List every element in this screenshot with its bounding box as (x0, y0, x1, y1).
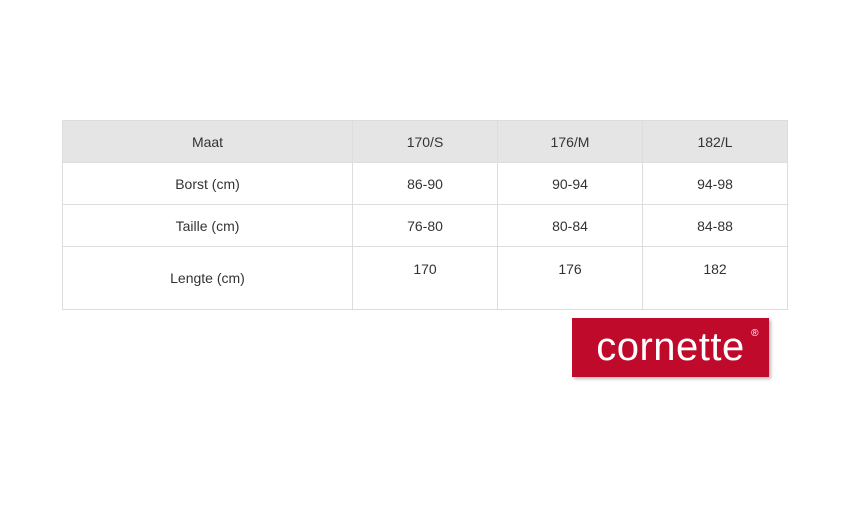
table-cell: 170 (352, 246, 498, 310)
table-cell: 94-98 (642, 162, 788, 205)
table-row: Taille (cm) 76-80 80-84 84-88 (62, 204, 788, 247)
table-cell: 86-90 (352, 162, 498, 205)
header-cell: 182/L (642, 120, 788, 163)
row-label: Taille (cm) (62, 204, 353, 247)
size-table: Maat 170/S 176/M 182/L Borst (cm) 86-90 … (62, 120, 788, 310)
registered-mark: ® (751, 328, 759, 339)
table-cell: 84-88 (642, 204, 788, 247)
header-cell: 170/S (352, 120, 498, 163)
table-cell: 176 (497, 246, 643, 310)
table-header-row: Maat 170/S 176/M 182/L (62, 120, 788, 163)
table-cell: 90-94 (497, 162, 643, 205)
table-row: Lengte (cm) 170 176 182 (62, 246, 788, 310)
header-cell: 176/M (497, 120, 643, 163)
table-cell: 182 (642, 246, 788, 310)
cornette-logo: cornette ® (572, 318, 769, 377)
table-cell: 80-84 (497, 204, 643, 247)
row-label: Lengte (cm) (62, 246, 353, 310)
table-row: Borst (cm) 86-90 90-94 94-98 (62, 162, 788, 205)
header-cell: Maat (62, 120, 353, 163)
logo-text: cornette (596, 325, 745, 369)
row-label: Borst (cm) (62, 162, 353, 205)
table-cell: 76-80 (352, 204, 498, 247)
